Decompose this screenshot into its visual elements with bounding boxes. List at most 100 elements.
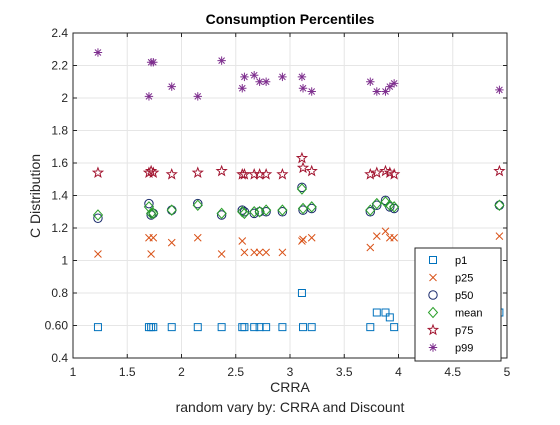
series-p75 [91,151,506,180]
data-points [91,48,506,332]
data-point-p75 [91,166,105,178]
data-point-mean [237,206,248,218]
data-point-p1 [385,313,394,322]
data-point-p99 [93,48,103,57]
data-point-p25 [240,248,249,257]
x-tick-label: 1.5 [119,365,136,379]
x-axis-label: CRRA [270,379,310,395]
data-point-p25 [278,248,287,257]
x-tick-label: 4.5 [444,365,461,379]
legend-box [414,247,502,362]
data-point-mean [239,207,250,220]
data-point-p25 [255,248,264,257]
data-point-p99 [240,72,249,82]
legend-marker-p25 [429,273,437,282]
data-point-p99 [298,84,308,93]
data-point-p25 [495,232,504,240]
data-point-p25 [372,232,381,240]
data-point-mean [371,197,382,210]
data-point-mean [365,204,376,216]
data-point-mean [254,206,265,218]
data-point-mean [92,209,104,221]
legend-item: mean [427,306,483,320]
legend-item: p25 [429,273,473,285]
y-tick-label: 1.2 [51,221,68,235]
data-point-p75 [191,166,204,178]
data-point-mean [296,183,308,195]
data-point-p1 [381,308,390,317]
x-tick-label: 3.5 [336,365,353,379]
y-tick-label: 1.4 [51,189,68,203]
series-p99 [93,48,504,101]
data-point-p99 [149,58,158,67]
x-tick-label: 4 [395,365,402,379]
data-point-mean [148,207,159,220]
data-point-p99 [217,56,226,65]
data-point-p75 [165,167,178,180]
data-point-p75 [388,167,401,180]
chart-subtitle: random vary by: CRRA and Discount [176,399,405,415]
axis-ticks: 1 1.5 2 2.5 3 3.5 4 4.5 5 0.4 0.60 0.8 1 1.2 1.4 1.6 1.8… [45,26,511,379]
data-point-p75 [260,167,273,180]
data-point-mean [145,207,157,220]
data-point-p25 [147,250,155,258]
data-point-p99 [307,87,316,96]
series-mean [92,183,505,221]
y-tick-label: 1 [61,254,68,268]
y-tick-label: 0.8 [51,286,68,300]
legend-item: p50 [428,290,473,302]
data-point-p99 [249,71,259,80]
data-point-p50 [297,182,307,193]
y-tick-label: 2.2 [51,59,68,73]
data-point-p1 [297,289,306,297]
legend-label: p50 [455,290,473,302]
data-point-p25 [167,238,176,247]
legend: p1 p25 p50 mean p75 p99 [414,247,502,362]
data-point-p1 [390,323,399,332]
data-point-p1 [167,323,176,332]
data-point-p50 [216,210,227,220]
data-point-p99 [297,72,307,82]
legend-item: p99 [428,343,473,355]
legend-label: p1 [455,255,467,267]
data-point-p99 [144,92,154,101]
legend-label: p99 [455,343,473,355]
data-point-mean [306,201,317,213]
data-point-p25 [390,233,399,242]
data-point-p1 [240,323,249,332]
data-point-p75 [147,166,160,178]
y-tick-label: 0.4 [51,351,68,365]
data-point-p25 [299,235,307,244]
y-tick-label: 0.60 [45,319,69,333]
legend-marker-p50 [428,290,438,300]
data-point-p99 [381,87,390,96]
data-point-p50 [93,213,103,223]
data-point-p1 [217,323,226,332]
data-point-p25 [366,243,375,252]
x-tick-label: 5 [504,365,511,379]
data-point-p50 [239,207,250,217]
data-point-mean [277,204,288,216]
data-point-p1 [307,323,316,332]
data-point-mean [143,201,155,213]
data-point-p75 [238,167,251,180]
data-point-p50 [298,205,308,215]
x-tick-label: 3 [287,365,294,379]
legend-marker-p1 [429,256,437,264]
legend-marker-p99 [428,343,438,352]
legend-label: p25 [455,273,473,285]
data-point-p99 [167,82,176,91]
data-point-p99 [193,92,202,101]
data-point-p99 [385,82,395,91]
data-point-mean [260,204,272,216]
data-point-mean [388,201,400,213]
data-point-p75 [493,164,506,177]
data-point-p1 [149,323,158,332]
data-point-p99 [278,72,287,82]
legend-marker-mean [427,306,439,319]
data-point-p1 [278,323,287,332]
data-point-p1 [250,323,259,332]
data-point-p75 [215,164,228,177]
data-point-p1 [299,323,308,332]
